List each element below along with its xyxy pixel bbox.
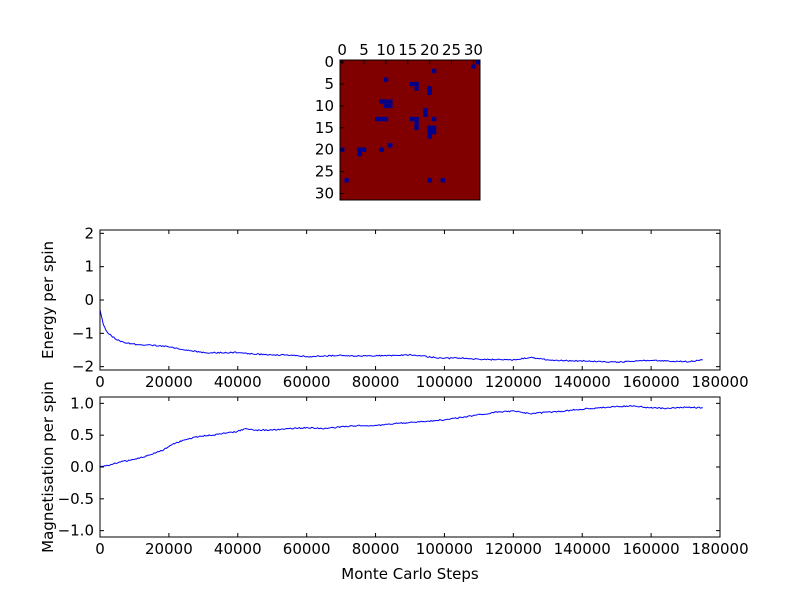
- heatmap-cell: [427, 134, 432, 139]
- heatmap-cell: [379, 116, 384, 122]
- y-tick-label: 1: [84, 258, 94, 276]
- heatmap-cell: [383, 99, 389, 104]
- x-tick-label: 20000: [145, 540, 193, 558]
- heatmap-x-tick-label: 30: [464, 41, 483, 59]
- y-axis-label: Magnetisation per spin: [39, 381, 57, 553]
- y-tick-label: 2: [84, 224, 94, 242]
- x-tick-label: 180000: [691, 540, 748, 558]
- x-tick-label: 100000: [416, 373, 473, 391]
- heatmap-cell: [427, 178, 432, 183]
- heatmap-cell: [427, 86, 432, 91]
- x-tick-label: 120000: [485, 540, 542, 558]
- x-tick-label: 120000: [485, 373, 542, 391]
- x-tick-label: 40000: [214, 373, 262, 391]
- heatmap-cell: [431, 116, 437, 122]
- heatmap-cell: [431, 68, 437, 74]
- heatmap-cell: [414, 116, 419, 122]
- y-tick-label: 0.5: [70, 426, 94, 444]
- y-tick-label: −1: [72, 324, 94, 342]
- heatmap-y-tick-label: 25: [315, 163, 334, 181]
- x-axis-label: Monte Carlo Steps: [341, 565, 479, 583]
- heatmap-background: [340, 60, 480, 200]
- x-tick-label: 0: [95, 373, 105, 391]
- plot-background: [100, 230, 720, 370]
- heatmap-cell: [383, 103, 389, 109]
- x-tick-label: 40000: [214, 540, 262, 558]
- x-tick-label: 0: [95, 540, 105, 558]
- heatmap-cell: [344, 178, 349, 183]
- x-tick-label: 60000: [283, 540, 331, 558]
- heatmap-y-tick-label: 0: [324, 53, 334, 71]
- y-tick-label: 0: [84, 291, 94, 309]
- x-tick-label: 180000: [691, 373, 748, 391]
- x-tick-label: 140000: [554, 373, 611, 391]
- x-tick-label: 100000: [416, 540, 473, 558]
- heatmap-x-tick-label: 5: [359, 41, 369, 59]
- heatmap-cell: [431, 130, 437, 135]
- heatmap-cell: [414, 125, 419, 130]
- heatmap-cell: [383, 77, 389, 82]
- heatmap-cell: [414, 81, 419, 87]
- heatmap-cell: [475, 60, 480, 65]
- heatmap-cell: [414, 86, 419, 91]
- heatmap-cell: [440, 178, 445, 183]
- heatmap-x-tick-label: 15: [398, 41, 417, 59]
- heatmap-cell: [388, 143, 393, 148]
- heatmap-cell: [414, 121, 419, 126]
- series-line: [99, 404, 703, 468]
- x-tick-label: 160000: [622, 373, 679, 391]
- heatmap-frame: [339, 59, 481, 201]
- heatmap-y-tick-label: 15: [315, 119, 334, 137]
- energy-per-spin-plot: 0 20000 40000 60000 80000 100000 120000 140000 1…: [39, 224, 749, 391]
- x-tick-label: 140000: [554, 540, 611, 558]
- heatmap-cell: [423, 108, 428, 113]
- heatmap-cell: [379, 147, 384, 152]
- heatmap-cell: [427, 130, 432, 135]
- heatmap-cell: [427, 90, 432, 95]
- y-tick-label: −2: [72, 358, 94, 376]
- y-tick-label: 1.0: [70, 394, 94, 412]
- x-tick-label: 20000: [145, 373, 193, 391]
- heatmap-cell: [427, 125, 432, 130]
- heatmap-x-tick-label: 10: [376, 41, 395, 59]
- y-tick-label: −0.5: [58, 490, 94, 508]
- heatmap-x-tick-label: 25: [442, 41, 461, 59]
- heatmap-cell: [423, 112, 428, 117]
- heatmap-cell: [410, 81, 415, 87]
- heatmap-y-tick-label: 30: [315, 184, 334, 202]
- heatmap-y-tick-label: 5: [324, 75, 334, 93]
- y-axis-label: Energy per spin: [39, 241, 57, 359]
- heatmap-cell: [379, 99, 384, 104]
- heatmap-cell: [431, 125, 437, 130]
- x-tick-label: 60000: [283, 373, 331, 391]
- x-tick-label: 80000: [352, 540, 400, 558]
- heatmap-x-tick-label: 20: [420, 41, 439, 59]
- heatmap-cell: [471, 64, 476, 69]
- heatmap-cell: [357, 151, 362, 157]
- heatmap-cell: [410, 116, 415, 122]
- heatmap-cell: [383, 116, 389, 122]
- heatmap-y-tick-label: 10: [315, 97, 334, 115]
- heatmap-cell: [388, 99, 393, 104]
- heatmap-cell: [357, 147, 362, 152]
- x-tick-label: 160000: [622, 540, 679, 558]
- plot-background: [100, 397, 720, 537]
- series-line: [99, 309, 703, 364]
- y-tick-label: −1.0: [58, 522, 94, 540]
- heatmap-cell: [361, 147, 367, 152]
- heatmap-y-tick-label: 20: [315, 141, 334, 159]
- heatmap-cell: [388, 103, 393, 109]
- magnetisation-per-spin-plot: 0 20000 40000 60000 80000 100000 120000 140000 1…: [39, 381, 749, 583]
- heatmap-cell: [375, 116, 380, 122]
- x-tick-label: 80000: [352, 373, 400, 391]
- y-tick-label: 0.0: [70, 458, 94, 476]
- heatmap-x-tick-label: 0: [337, 41, 347, 59]
